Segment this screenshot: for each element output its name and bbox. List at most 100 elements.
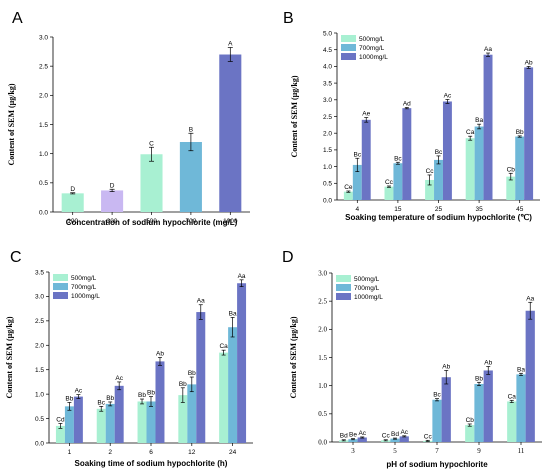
- significance-label: D: [70, 186, 75, 193]
- significance-label: Bb: [179, 381, 187, 388]
- bar: [402, 108, 412, 200]
- legend-label: 700mg/L: [354, 285, 380, 292]
- bar: [483, 370, 493, 442]
- legend-label: 500mg/L: [71, 275, 97, 282]
- significance-label: Aa: [238, 273, 246, 280]
- significance-label: Ae: [362, 111, 370, 118]
- y-tick-label: 0.0: [39, 209, 48, 216]
- x-tick-label: 15: [394, 206, 402, 213]
- significance-label: Ab: [484, 360, 492, 367]
- x-tick-label: 35: [475, 206, 483, 213]
- significance-label: Ab: [156, 351, 164, 358]
- y-tick-label: 3.0: [39, 34, 48, 41]
- bar: [474, 383, 484, 442]
- significance-label: Ac: [75, 388, 83, 395]
- x-axis-title: Concentration of sodium hypochlorite (mg…: [66, 218, 238, 227]
- significance-label: Ac: [115, 375, 123, 382]
- x-axis-title: Soaking temperature of sodium hypochlori…: [345, 213, 532, 222]
- significance-label: Bb: [516, 129, 524, 136]
- legend-swatch: [53, 274, 68, 281]
- significance-label: Ac: [400, 429, 408, 436]
- bar: [525, 310, 535, 442]
- x-tick-label: 24: [229, 449, 237, 456]
- y-tick-label: 0.0: [35, 440, 44, 447]
- significance-label: Be: [349, 432, 357, 439]
- y-tick-label: 1.0: [318, 382, 327, 390]
- bar: [187, 384, 197, 443]
- bar: [196, 312, 206, 443]
- y-tick-label: 2.5: [323, 114, 332, 121]
- legend-label: 700mg/L: [359, 45, 385, 52]
- significance-label: Bc: [354, 151, 362, 158]
- y-tick-label: 1.5: [323, 147, 332, 154]
- bar: [507, 401, 517, 442]
- bar: [399, 436, 409, 442]
- x-tick-label: 700: [185, 218, 196, 225]
- significance-label: Ba: [517, 366, 525, 373]
- y-tick-label: 3.0: [35, 294, 44, 301]
- bar: [384, 186, 394, 200]
- legend-swatch: [341, 44, 356, 51]
- y-tick-label: 0.5: [323, 181, 332, 188]
- bar: [55, 425, 65, 443]
- bar: [393, 163, 403, 200]
- bar: [178, 395, 188, 443]
- y-tick-label: 0.5: [35, 416, 44, 423]
- y-tick-label: 2.5: [39, 63, 48, 70]
- x-tick-label: 9: [477, 447, 481, 455]
- bar: [465, 425, 475, 442]
- y-tick-label: 1.0: [39, 151, 48, 158]
- bar: [343, 191, 353, 200]
- panel-letter: D: [282, 249, 294, 266]
- x-tick-label: 6: [149, 449, 153, 456]
- y-tick-label: 1.0: [35, 391, 44, 398]
- y-tick-label: 2.0: [35, 343, 44, 350]
- x-tick-label: 11: [518, 447, 525, 455]
- bar: [524, 67, 534, 200]
- bar: [352, 164, 362, 200]
- x-tick-label: 45: [516, 206, 524, 213]
- significance-label: Bc: [435, 149, 443, 156]
- significance-label: Ab: [442, 363, 450, 370]
- y-tick-label: 0.0: [318, 438, 327, 446]
- significance-label: Ce: [344, 184, 353, 191]
- y-tick-label: 3.5: [323, 80, 332, 87]
- x-tick-label: 1000: [223, 218, 238, 225]
- y-tick-label: 2.0: [39, 93, 48, 100]
- bar: [179, 142, 202, 212]
- y-tick-label: 0.5: [318, 410, 327, 418]
- significance-label: Ca: [219, 343, 228, 350]
- significance-label: Bb: [188, 370, 196, 377]
- bar: [441, 377, 451, 442]
- significance-label: Ac: [444, 92, 452, 99]
- legend-label: 500mg/L: [359, 36, 385, 43]
- bar: [64, 406, 74, 443]
- bar: [390, 438, 400, 442]
- legend-swatch: [336, 275, 351, 282]
- y-tick-label: 5.0: [323, 30, 332, 37]
- bar: [219, 54, 242, 212]
- significance-label: Bc: [97, 399, 105, 406]
- significance-label: C: [149, 140, 154, 147]
- y-axis-title: Content of SEM (μg/kg): [289, 316, 298, 398]
- bar: [228, 327, 238, 443]
- bar: [506, 176, 516, 200]
- bar: [101, 190, 124, 212]
- y-tick-label: 4.5: [323, 47, 332, 54]
- panel-letter: C: [10, 249, 22, 266]
- bar: [137, 401, 147, 443]
- y-tick-label: 4.0: [323, 64, 332, 71]
- significance-label: Cc: [424, 433, 433, 440]
- legend-label: 1000mg/L: [71, 293, 100, 300]
- significance-label: Ab: [525, 59, 533, 66]
- bar: [515, 136, 525, 200]
- significance-label: Bb: [475, 375, 483, 382]
- y-tick-label: 2.5: [35, 318, 44, 325]
- significance-label: Aa: [484, 46, 492, 53]
- bar: [105, 403, 115, 443]
- significance-label: Aa: [197, 298, 205, 305]
- y-axis-title: Content of SEM (μg/kg): [290, 75, 299, 157]
- significance-label: A: [228, 41, 233, 48]
- y-tick-label: 1.5: [318, 354, 327, 362]
